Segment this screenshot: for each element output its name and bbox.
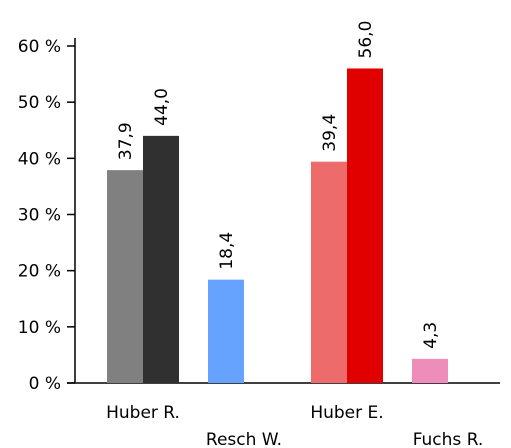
y-tick-label: 0 % [29, 374, 61, 394]
bar-value-label: 18,4 [217, 232, 237, 270]
y-tick-label: 10 % [18, 318, 61, 338]
bar [347, 68, 383, 383]
y-tick-label: 60 % [18, 37, 61, 57]
y-ticks: 0 % 10 % 20 % 30 % 40 % 50 % 60 % [18, 37, 75, 394]
y-tick-label: 40 % [18, 149, 61, 169]
bar-value-label: 44,0 [152, 88, 172, 126]
bar [412, 358, 448, 383]
x-category-label: Huber E. [310, 403, 383, 423]
bar [208, 279, 244, 383]
bar-value-label: 39,4 [320, 114, 340, 152]
bar-value-label: 37,9 [116, 122, 136, 160]
x-category-label: Fuchs R. [413, 430, 484, 448]
bar-value-label: 56,0 [356, 21, 376, 59]
category-labels: Huber R. Resch W. Huber E. Fuchs R. [106, 403, 483, 448]
bars [107, 68, 448, 383]
y-tick-label: 20 % [18, 262, 61, 282]
bar [107, 170, 143, 383]
bar [311, 161, 347, 383]
x-category-label: Resch W. [206, 430, 282, 448]
x-category-label: Huber R. [106, 403, 180, 423]
y-tick-label: 50 % [18, 93, 61, 113]
y-tick-label: 30 % [18, 206, 61, 226]
bar-value-label: 4,3 [421, 322, 441, 349]
data-labels: 37,9 44,0 18,4 39,4 56,0 4,3 [116, 21, 441, 349]
bar [143, 135, 179, 383]
